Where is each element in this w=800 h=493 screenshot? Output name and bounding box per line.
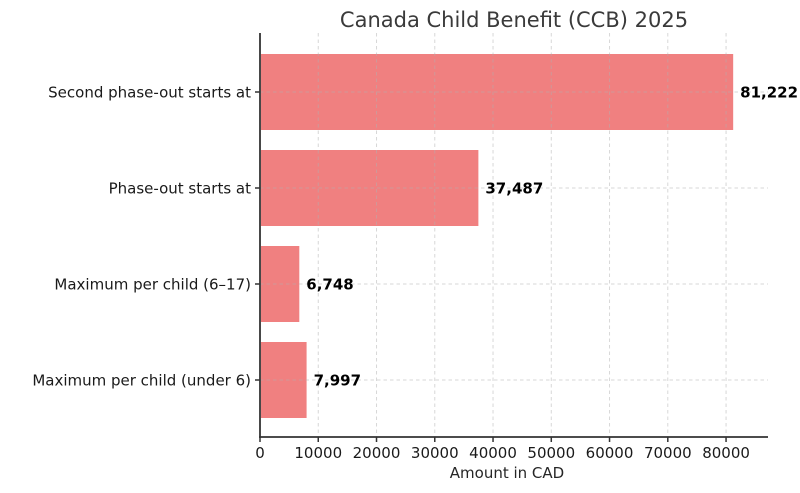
- y-tick-label: Maximum per child (under 6): [32, 371, 251, 389]
- x-tick-label: 10000: [294, 444, 342, 462]
- bar-value-label: 81,222: [740, 83, 798, 101]
- y-tick-label: Phase-out starts at: [109, 179, 252, 197]
- x-tick-label: 70000: [644, 444, 692, 462]
- x-tick-label: 60000: [586, 444, 634, 462]
- x-tick-label: 30000: [411, 444, 459, 462]
- x-tick-label: 80000: [702, 444, 750, 462]
- y-tick-label: Second phase-out starts at: [48, 83, 251, 101]
- bar-value-label: 7,997: [314, 371, 361, 389]
- bar-value-label: 6,748: [306, 275, 353, 293]
- chart-title: Canada Child Benefit (CCB) 2025: [340, 8, 688, 32]
- x-tick-label: 50000: [527, 444, 575, 462]
- x-tick-label: 40000: [469, 444, 517, 462]
- y-tick-label: Maximum per child (6–17): [54, 275, 251, 293]
- plot-area: 0 10000 20000 30000 40000 50000 60000 70000 8000…: [32, 33, 798, 462]
- x-axis-label: Amount in CAD: [450, 464, 564, 482]
- bar-value-label: 37,487: [485, 179, 543, 197]
- x-tick-label: 0: [255, 444, 265, 462]
- x-tick-label: 20000: [353, 444, 401, 462]
